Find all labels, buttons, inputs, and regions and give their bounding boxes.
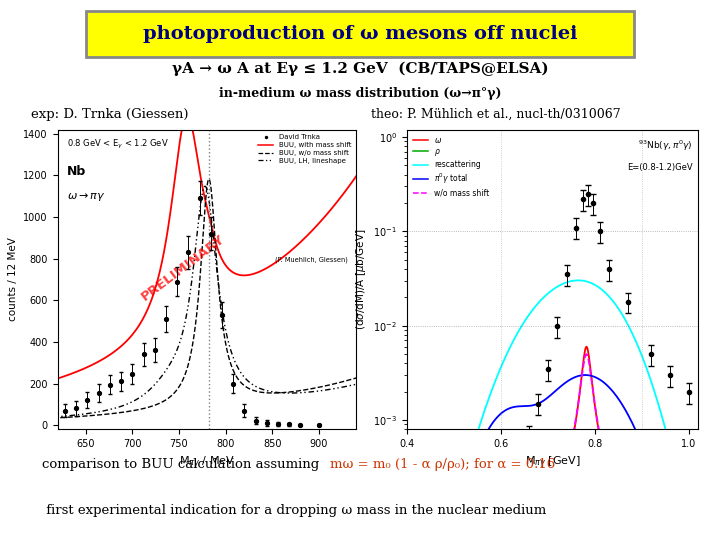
BUU, LH, lineshape (127, 399, 135, 406)
$\rho$ (623, 478, 631, 485)
BUU, w/o mass shift (102, 411, 111, 417)
BUU, LH, lineshape (252, 383, 261, 390)
$\pi^0\gamma$ total (598, 378, 606, 384)
rescattering (575, 277, 583, 284)
$\rho$ (598, 450, 606, 457)
Text: Nb: Nb (66, 165, 86, 178)
$\omega$ (534, 534, 543, 540)
rescattering (477, 416, 486, 422)
BUU, with mass shift (252, 270, 261, 276)
Text: first experimental indication for a dropping ω mass in the nuclear medium: first experimental indication for a drop… (42, 504, 546, 517)
Line: BUU, LH, lineshape: BUU, LH, lineshape (53, 186, 356, 417)
$\pi^0\gamma$ total (580, 372, 589, 379)
BUU, with mass shift (228, 269, 237, 275)
X-axis label: M$_{\pi\gamma}$ [GeV]: M$_{\pi\gamma}$ [GeV] (525, 455, 580, 471)
w/o mass shift (575, 397, 583, 404)
Text: $\omega \rightarrow \pi\gamma$: $\omega \rightarrow \pi\gamma$ (66, 191, 105, 202)
Legend: $\omega$, $\rho$, rescattering, $\pi^0\gamma$ total, w/o mass shift: $\omega$, $\rho$, rescattering, $\pi^0\g… (410, 133, 492, 200)
rescattering (574, 277, 582, 284)
BUU, w/o mass shift (204, 176, 213, 183)
Text: exp: D. Trnka (Giessen): exp: D. Trnka (Giessen) (31, 108, 189, 122)
$\rho$ (477, 528, 486, 534)
Line: w/o mass shift: w/o mass shift (407, 354, 698, 540)
BUU, LH, lineshape (278, 389, 287, 396)
BUU, with mass shift (183, 112, 192, 118)
BUU, with mass shift (102, 354, 111, 360)
rescattering (534, 299, 543, 306)
Y-axis label: counts / 12 MeV: counts / 12 MeV (8, 238, 18, 321)
Text: 0.8 GeV < E$_\gamma$ < 1.2 GeV: 0.8 GeV < E$_\gamma$ < 1.2 GeV (66, 138, 168, 151)
$\rho$ (576, 438, 585, 444)
Line: $\rho$: $\rho$ (407, 441, 698, 540)
Legend: David Trnka, BUU, with mass shift, BUU, w/o mass shift, BUU, LH, lineshape: David Trnka, BUU, with mass shift, BUU, … (257, 133, 353, 165)
BUU, w/o mass shift (49, 415, 58, 421)
$\pi^0\gamma$ total (534, 400, 543, 407)
Text: comparison to BUU calculation assuming: comparison to BUU calculation assuming (42, 458, 323, 471)
BUU, with mass shift (278, 255, 287, 261)
$\rho$ (534, 474, 543, 481)
w/o mass shift (623, 516, 631, 523)
$\omega$ (598, 445, 606, 451)
Text: (P. Muehlich, Giessen): (P. Muehlich, Giessen) (274, 256, 348, 263)
BUU, LH, lineshape (186, 289, 194, 295)
Y-axis label: (d$\sigma$/dM)/A [$\mu$b/GeV]: (d$\sigma$/dM)/A [$\mu$b/GeV] (354, 228, 367, 330)
BUU, with mass shift (127, 333, 135, 340)
BUU, with mass shift (186, 119, 195, 125)
BUU, w/o mass shift (252, 388, 261, 394)
Line: $\pi^0\gamma$ total: $\pi^0\gamma$ total (407, 375, 698, 540)
BUU, with mass shift (352, 173, 361, 179)
Text: photoproduction of ω mesons off nuclei: photoproduction of ω mesons off nuclei (143, 25, 577, 43)
BUU, LH, lineshape (352, 381, 361, 388)
$\pi^0\gamma$ total (575, 373, 583, 379)
BUU, w/o mass shift (186, 353, 194, 360)
$\omega$ (582, 343, 590, 350)
X-axis label: M$_{\pi\gamma}$ / MeV: M$_{\pi\gamma}$ / MeV (179, 455, 235, 471)
$\pi^0\gamma$ total (623, 409, 631, 416)
$\omega$ (623, 520, 631, 526)
$\pi^0\gamma$ total (477, 439, 486, 446)
rescattering (598, 287, 606, 293)
$\pi^0\gamma$ total (454, 509, 463, 515)
BUU, w/o mass shift (278, 389, 287, 396)
Line: BUU, with mass shift: BUU, with mass shift (53, 115, 356, 380)
BUU, LH, lineshape (201, 183, 210, 190)
Text: $^{93}$Nb($\gamma,\pi^0\gamma$): $^{93}$Nb($\gamma,\pi^0\gamma$) (638, 139, 693, 153)
BUU, LH, lineshape (49, 414, 58, 420)
BUU, LH, lineshape (228, 352, 237, 358)
Line: $\omega$: $\omega$ (407, 347, 698, 540)
Text: γA → ω A at Eγ ≤ 1.2 GeV  (CB/TAPS@ELSA): γA → ω A at Eγ ≤ 1.2 GeV (CB/TAPS@ELSA) (171, 62, 549, 76)
w/o mass shift (582, 351, 590, 357)
Text: in-medium ω mass distribution (ω→π°γ): in-medium ω mass distribution (ω→π°γ) (219, 86, 501, 100)
BUU, with mass shift (49, 377, 58, 383)
FancyBboxPatch shape (86, 11, 634, 57)
$\rho$ (575, 438, 583, 444)
Text: mω = m₀ (1 - α ρ/ρ₀); for α = 0.16: mω = m₀ (1 - α ρ/ρ₀); for α = 0.16 (330, 458, 555, 471)
rescattering (623, 320, 631, 326)
Text: theo: P. Mühlich et al., nucl-th/0310067: theo: P. Mühlich et al., nucl-th/0310067 (371, 108, 620, 122)
w/o mass shift (598, 442, 606, 449)
BUU, w/o mass shift (228, 365, 237, 372)
BUU, w/o mass shift (127, 408, 135, 414)
Line: BUU, w/o mass shift: BUU, w/o mass shift (53, 179, 356, 418)
Text: PRELIMINARY: PRELIMINARY (139, 232, 228, 303)
Text: E=(0.8-1.2)GeV: E=(0.8-1.2)GeV (627, 163, 693, 172)
w/o mass shift (534, 530, 543, 536)
BUU, w/o mass shift (352, 375, 361, 381)
BUU, LH, lineshape (102, 407, 111, 414)
rescattering (454, 497, 463, 503)
$\omega$ (575, 398, 583, 404)
Line: rescattering: rescattering (407, 280, 698, 540)
